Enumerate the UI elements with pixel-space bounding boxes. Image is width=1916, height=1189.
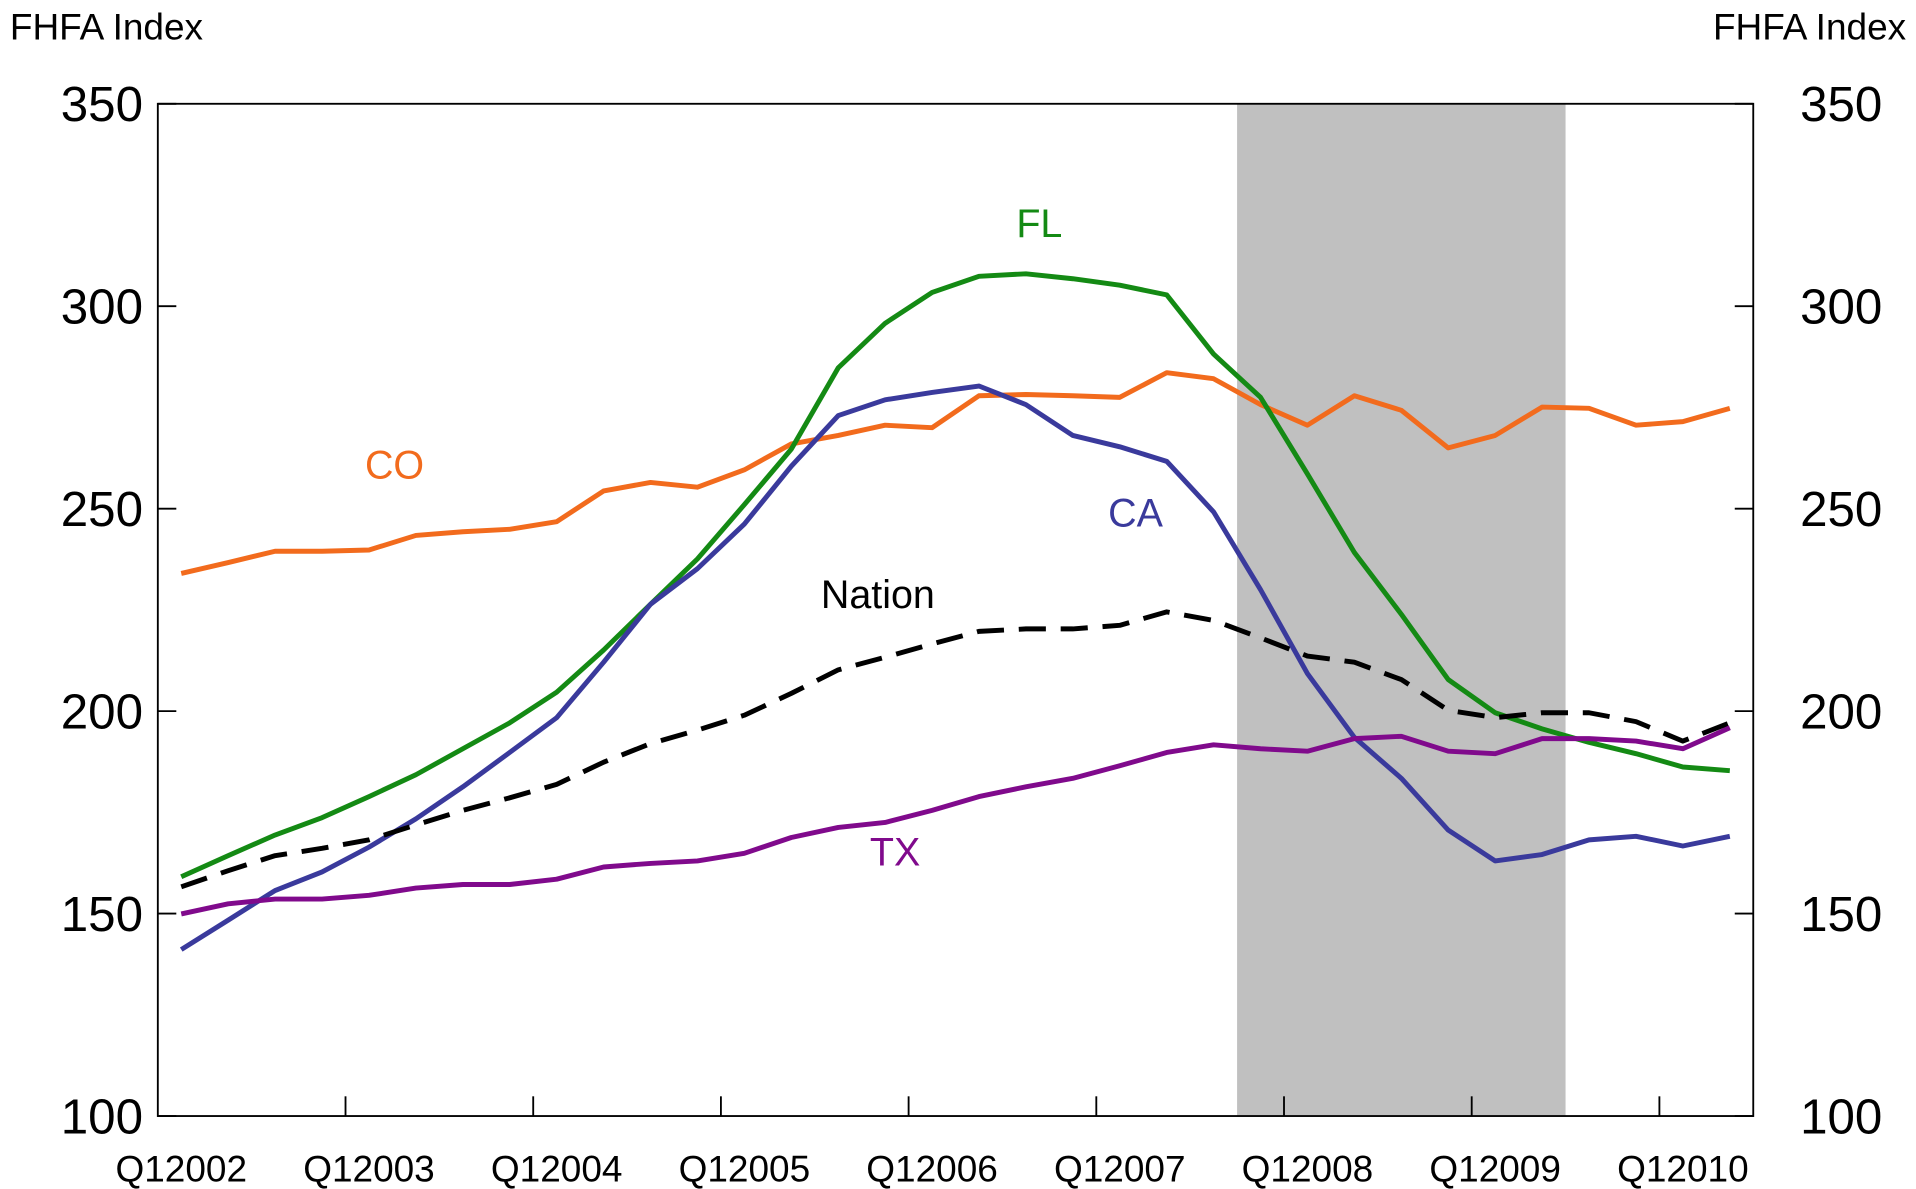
y-tick-label: 250 <box>61 482 143 537</box>
y2-tick-label: 250 <box>1800 482 1882 537</box>
y-tick-label: 100 <box>61 1089 143 1144</box>
x-tick-label: Q12010 <box>1617 1148 1749 1189</box>
x-tick-label: Q12004 <box>491 1148 623 1189</box>
x-tick-label: Q12006 <box>866 1148 998 1189</box>
series-label: CO <box>365 444 424 488</box>
y-tick-label: 150 <box>61 887 143 942</box>
y2-axis-title: FHFA Index <box>1713 7 1907 48</box>
series-line <box>180 271 1731 879</box>
y2-tick-label: 100 <box>1800 1089 1882 1144</box>
series-label: Nation <box>821 573 935 617</box>
x-tick-label: Q12007 <box>1054 1148 1186 1189</box>
y2-tick-label: 350 <box>1800 77 1882 132</box>
plot-frame <box>156 102 1755 1117</box>
series-label: TX <box>870 831 920 875</box>
y-tick-label: 350 <box>61 77 143 132</box>
y2-tick-label: 150 <box>1800 887 1882 942</box>
x-tick-label: Q12003 <box>303 1148 435 1189</box>
x-tick-label: Q12009 <box>1429 1148 1561 1189</box>
x-tick-label: Q12005 <box>679 1148 811 1189</box>
y-axis-title: FHFA Index <box>10 7 204 48</box>
series-line <box>180 370 1731 576</box>
shaded-region <box>1237 103 1566 1117</box>
series-line <box>179 383 1731 952</box>
y-tick-label: 300 <box>61 279 143 334</box>
series-line <box>180 609 1731 890</box>
x-tick-label: Q12002 <box>115 1148 247 1189</box>
series-label: FL <box>1016 202 1062 246</box>
series-label: CA <box>1108 492 1163 536</box>
y2-tick-label: 300 <box>1800 279 1882 334</box>
y-tick-label: 200 <box>61 684 143 739</box>
x-tick-label: Q12008 <box>1242 1148 1374 1189</box>
series-line <box>180 725 1731 917</box>
y2-tick-label: 200 <box>1800 684 1882 739</box>
